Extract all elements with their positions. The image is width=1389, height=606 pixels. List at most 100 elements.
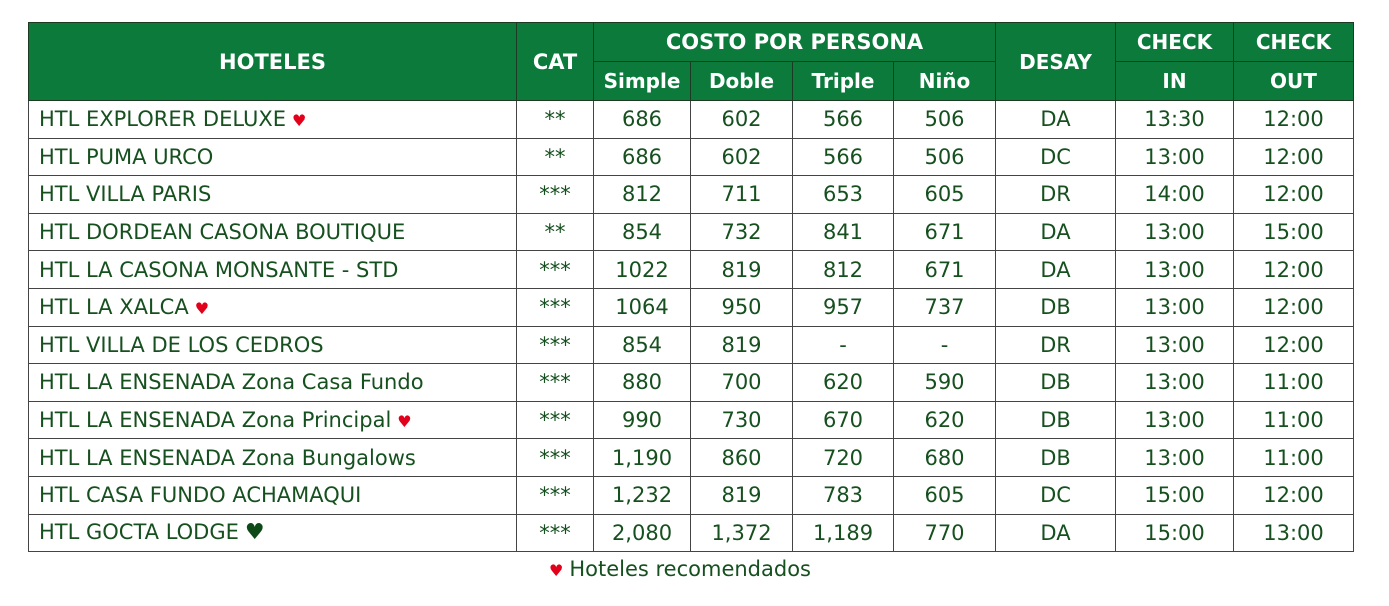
table-cell: DR — [995, 325, 1116, 365]
table-cell: 605 — [893, 475, 996, 515]
table-cell: 737 — [893, 287, 996, 327]
table-cell: - — [893, 325, 996, 365]
table-cell: 620 — [792, 363, 894, 402]
table-cell: 15:00 — [1115, 475, 1234, 515]
hotel-name: HTL VILLA PARIS — [39, 182, 212, 207]
table-cell: 1064 — [593, 287, 691, 327]
table-row: HTL GOCTA LODGE ♥ *** 2,080 1,372 1,189 770 DA 1… — [28, 513, 1354, 553]
hotel-name: HTL GOCTA LODGE — [39, 520, 239, 545]
table-row: HTL VILLA PARIS *** 812 711 653 605 DR 14:00 12:… — [28, 175, 1354, 214]
header-cell: CAT — [516, 22, 594, 101]
table-cell: 680 — [893, 438, 996, 477]
table-cell: DR — [995, 175, 1116, 214]
table-row: HTL DORDEAN CASONA BOUTIQUE ** 854 732 841 67… — [28, 212, 1354, 252]
hotel-name: HTL DORDEAN CASONA BOUTIQUE — [39, 220, 406, 245]
table-cell: 13:00 — [1115, 400, 1234, 440]
table-cell: 590 — [893, 363, 996, 402]
table-cell: 854 — [593, 212, 691, 252]
hotel-name: HTL EXPLORER DELUXE — [39, 107, 287, 132]
table-cell: DC — [995, 137, 1116, 177]
table-cell: 13:00 — [1115, 363, 1234, 402]
hotel-name: HTL LA ENSENADA Zona Casa Fundo — [39, 370, 424, 395]
table-cell: 12:00 — [1233, 175, 1354, 214]
table-cell: *** — [516, 175, 594, 214]
hotel-cell: HTL CASA FUNDO ACHAMAQUI — [28, 475, 517, 515]
hotel-name: HTL LA CASONA MONSANTE - STD — [39, 257, 399, 282]
table-cell: 506 — [893, 137, 996, 177]
legend-text: Hoteles recomendados — [569, 557, 811, 581]
table-cell: ** — [516, 212, 594, 252]
table-cell: 841 — [792, 212, 894, 252]
header-cell: CHECK — [1233, 22, 1354, 62]
table-row: HTL CASA FUNDO ACHAMAQUI *** 1,232 819 783 60… — [28, 475, 1354, 515]
table-cell: 13:00 — [1115, 325, 1234, 365]
table-cell: 720 — [792, 438, 894, 477]
table-cell: 12:00 — [1233, 325, 1354, 365]
table-cell: 13:00 — [1115, 287, 1234, 327]
hotel-cell: HTL VILLA DE LOS CEDROS — [28, 325, 517, 365]
hotel-cell: HTL GOCTA LODGE ♥ — [28, 513, 517, 553]
table-cell: 854 — [593, 325, 691, 365]
header-cell: HOTELES — [28, 22, 517, 101]
table-cell: 730 — [690, 400, 793, 440]
table-cell: 12:00 — [1233, 100, 1354, 139]
table-cell: 566 — [792, 100, 894, 139]
header-cell: Doble — [690, 61, 793, 101]
table-cell: 11:00 — [1233, 363, 1354, 402]
table-cell: 700 — [690, 363, 793, 402]
hotel-cell: HTL DORDEAN CASONA BOUTIQUE — [28, 212, 517, 252]
table-cell: 566 — [792, 137, 894, 177]
table-cell: ** — [516, 137, 594, 177]
header-cell: COSTO POR PERSONA — [593, 22, 996, 62]
header-cell: CHECK — [1115, 22, 1234, 62]
table-cell: 671 — [893, 212, 996, 252]
table-cell: 819 — [690, 475, 793, 515]
table-cell: 2,080 — [593, 513, 691, 553]
table-cell: 1022 — [593, 250, 691, 289]
hotel-name: HTL PUMA URCO — [39, 144, 214, 169]
heart-icon: ♥ — [292, 111, 307, 131]
table-body: HTL EXPLORER DELUXE ♥ ** 686 602 566 506 DA 13:3… — [28, 100, 1354, 553]
table-cell: *** — [516, 400, 594, 440]
table-cell: 13:00 — [1115, 137, 1234, 177]
table-cell: 812 — [792, 250, 894, 289]
table-cell: DB — [995, 400, 1116, 440]
table-cell: *** — [516, 325, 594, 365]
table-cell: 12:00 — [1233, 287, 1354, 327]
table-cell: DA — [995, 513, 1116, 553]
table-cell: 15:00 — [1115, 513, 1234, 553]
table-cell: 957 — [792, 287, 894, 327]
table-cell: DA — [995, 212, 1116, 252]
hotel-cell: HTL LA ENSENADA Zona Bungalows — [28, 438, 517, 477]
table-cell: 671 — [893, 250, 996, 289]
heart-icon: ♥ — [244, 520, 265, 546]
table-cell: 506 — [893, 100, 996, 139]
hotel-table: HOTELES CAT COSTO POR PERSONA DESAY CHEC… — [28, 22, 1354, 553]
header-cell: Triple — [792, 61, 894, 101]
table-cell: *** — [516, 287, 594, 327]
table-cell: 732 — [690, 212, 793, 252]
table-cell: *** — [516, 513, 594, 553]
table-row: HTL LA ENSENADA Zona Casa Fundo *** 880 700… — [28, 363, 1354, 402]
table-cell: *** — [516, 475, 594, 515]
table-cell: 950 — [690, 287, 793, 327]
table-cell: DC — [995, 475, 1116, 515]
table-cell: DA — [995, 100, 1116, 139]
hotel-name: HTL LA ENSENADA Zona Bungalows — [39, 445, 416, 470]
table-cell: 783 — [792, 475, 894, 515]
header-cell: DESAY — [995, 22, 1116, 101]
table-header: HOTELES CAT COSTO POR PERSONA DESAY CHEC… — [28, 22, 1354, 101]
heart-icon: ♥ — [549, 561, 564, 580]
table-cell: *** — [516, 250, 594, 289]
header-cell: Niño — [893, 61, 996, 101]
hotel-cell: HTL EXPLORER DELUXE ♥ — [28, 100, 517, 139]
table-cell: 14:00 — [1115, 175, 1234, 214]
table-cell: 11:00 — [1233, 400, 1354, 440]
table-cell: DB — [995, 363, 1116, 402]
table-cell: 13:00 — [1115, 438, 1234, 477]
header-cell: OUT — [1233, 61, 1354, 101]
hotel-name: HTL LA ENSENADA Zona Principal — [39, 408, 392, 433]
hotel-cell: HTL LA ENSENADA Zona Casa Fundo — [28, 363, 517, 402]
table-cell: 711 — [690, 175, 793, 214]
table-cell: 605 — [893, 175, 996, 214]
